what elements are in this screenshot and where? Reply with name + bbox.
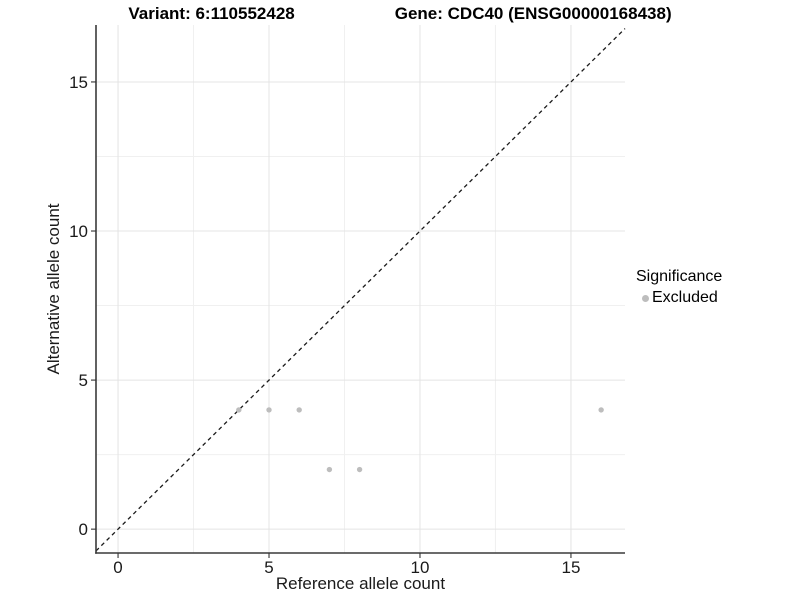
x-tick-label: 15: [561, 558, 580, 577]
legend-title: Significance: [636, 268, 723, 285]
y-tick-label: 5: [79, 371, 88, 390]
x-tick-label: 10: [411, 558, 430, 577]
x-tick-label: 0: [113, 558, 122, 577]
data-point: [236, 407, 242, 413]
data-point: [326, 466, 333, 473]
data-point: [598, 407, 604, 413]
legend: Significance Excluded: [636, 268, 722, 307]
data-point: [296, 407, 302, 413]
y-axis-label: Alternative allele count: [44, 203, 63, 375]
data-point: [266, 407, 272, 413]
data-point: [356, 466, 363, 473]
x-axis-label: Reference allele count: [275, 574, 446, 593]
gene-title: Gene: CDC40 (ENSG00000168438): [394, 4, 672, 23]
identity-reference-line: [95, 28, 626, 552]
legend-item-label: Excluded: [652, 289, 718, 306]
x-tick-label: 5: [264, 558, 273, 577]
y-tick-label: 10: [69, 222, 88, 241]
legend-item-excluded: Excluded: [636, 289, 722, 307]
y-tick-label: 15: [69, 73, 88, 92]
legend-point-icon: [642, 294, 649, 302]
plot-title: Variant: 6:110552428 Gene: CDC40 (ENSG00…: [0, 4, 800, 24]
variant-title: Variant: 6:110552428: [128, 4, 295, 23]
y-tick-label: 0: [79, 520, 88, 539]
